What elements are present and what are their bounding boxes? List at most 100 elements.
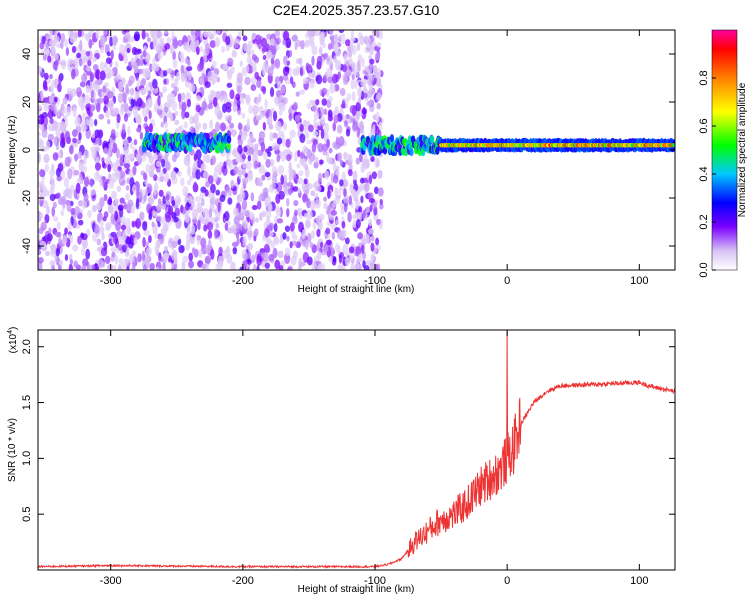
spectrogram-noise-speck [81,165,88,173]
spectrogram-noise-speck [332,174,339,184]
spectrogram-noise-speck [108,142,114,151]
spectrogram-noise-speck [334,42,339,53]
spectrogram-noise-speck [183,155,190,167]
spectrogram-noise-speck [356,130,360,138]
spectrogram-noise-speck [276,218,284,224]
spectrogram-noise-speck [112,234,117,243]
spectrogram-noise-speck [148,123,153,133]
spectrogram-noise-speck [38,131,41,138]
spectrogram-noise-speck [57,162,64,173]
spectrogram-noise-speck [370,253,376,262]
spectrogram-noise-speck [210,94,214,101]
spectrogram-noise-speck [269,131,274,142]
spectrogram-noise-speck [267,67,274,77]
spectrogram-noise-speck [356,42,361,52]
spectrogram-noise-speck [344,237,350,245]
spectrogram-noise-speck [262,252,269,263]
spectrogram-noise-speck [150,163,156,172]
spectrogram-noise-speck [221,30,229,34]
spectrogram-noise-speck [236,72,243,84]
spectrogram-noise-speck [83,154,87,165]
spectrogram-noise-speck [107,91,114,99]
spectrogram-noise-speck [112,107,117,115]
spectrogram-noise-speck [100,35,105,47]
spectrogram-noise-speck [250,137,257,143]
spectrogram-noise-speck [347,70,352,77]
spectrogram-noise-speck [181,260,186,270]
spectrogram-noise-speck [180,204,184,214]
spectrogram-noise-speck [210,155,216,166]
spectrogram-noise-speck [163,102,170,112]
spectrogram-noise-speck [122,123,126,134]
spectrogram-noise-speck [277,164,285,176]
spectrogram-noise-speck [314,198,321,209]
spectrogram-noise-speck [112,162,117,172]
spectrogram-noise-speck [82,57,86,67]
spectrogram-noise-speck [376,42,382,48]
spectrogram-noise-speck [205,181,210,188]
spectrogram-noise-speck [129,87,135,96]
spectrogram-noise-speck [57,109,61,118]
spectrogram-noise-speck [127,125,131,136]
spectrogram-noise-speck [342,179,349,188]
spectrogram-noise-speck [291,240,298,246]
spectrogram-noise-speck [254,143,259,153]
spectrogram-noise-speck [170,170,177,181]
spectrogram-noise-speck [158,189,164,197]
spectrogram-noise-speck [289,76,294,85]
spectrogram-noise-speck [323,196,327,202]
spectrogram-noise-speck [297,177,304,185]
spectrogram-noise-speck [225,101,232,109]
spectrogram-noise-speck [85,84,90,94]
spectrogram-noise-speck [302,145,309,155]
spectrogram-noise-speck [50,180,56,190]
spectrogram-noise-speck [274,30,281,38]
spectrogram-noise-speck [38,227,44,235]
spectrogram-noise-speck [366,101,372,107]
spectrogram-noise-speck [206,221,214,231]
spectrogram-noise-speck [162,50,167,56]
spectrogram-noise-speck [248,104,253,114]
spectrogram-noise-speck [302,77,308,85]
spectrogram-noise-speck [179,51,184,60]
spectrogram-noise-speck [305,132,310,139]
spectrogram-noise-speck [151,221,155,228]
spectrogram-noise-speck [147,96,153,107]
spectrogram-noise-speck [214,216,219,223]
spectrogram-noise-speck [284,253,291,265]
spectrogram-noise-speck [107,118,111,125]
spectrogram-noise-speck [252,104,259,116]
spectrogram-noise-speck [272,110,278,122]
spectrogram-noise-speck [343,187,347,198]
spectrogram-noise-speck [38,233,41,241]
spectrogram-noise-speck [38,104,42,111]
spectrogram-y-ticks: -40 -20 0 20 40 [21,48,675,254]
spectrogram-noise-speck [94,79,100,85]
spectrogram-noise-speck [62,97,68,105]
spectrogram-noise-speck [153,102,158,113]
spectrogram-noise-speck [347,169,353,177]
spectrogram-noise-speck [73,169,80,176]
spectrogram-noise-speck [257,181,264,187]
spectrogram-noise-speck [89,188,97,196]
spectrogram-noise-speck [333,114,339,124]
spectrogram-noise-speck [274,259,281,270]
spectrogram-noise-speck [236,237,240,245]
spectrogram-noise-speck [339,159,344,167]
spectrogram-noise-speck [294,114,301,122]
spectrogram-noise-speck [226,69,233,77]
spectrogram-noise-speck [241,154,247,160]
spectrogram-noise-speck [359,35,365,46]
spectrogram-noise-speck [231,130,236,138]
spectrogram-noise-speck [186,98,191,108]
colorbar-tick-label: 0.2 [698,214,710,229]
spectrogram-noise-speck [260,142,266,152]
spectrogram-noise-speck [65,106,72,117]
spectrogram-noise-speck [340,206,345,215]
spectrogram-noise-speck [316,185,322,192]
spectrogram-noise-speck [102,175,106,187]
snr-y-tick-label: 1.0 [21,451,33,466]
spectrogram-noise-speck [55,127,61,137]
spectrogram-noise-speck [166,36,172,45]
